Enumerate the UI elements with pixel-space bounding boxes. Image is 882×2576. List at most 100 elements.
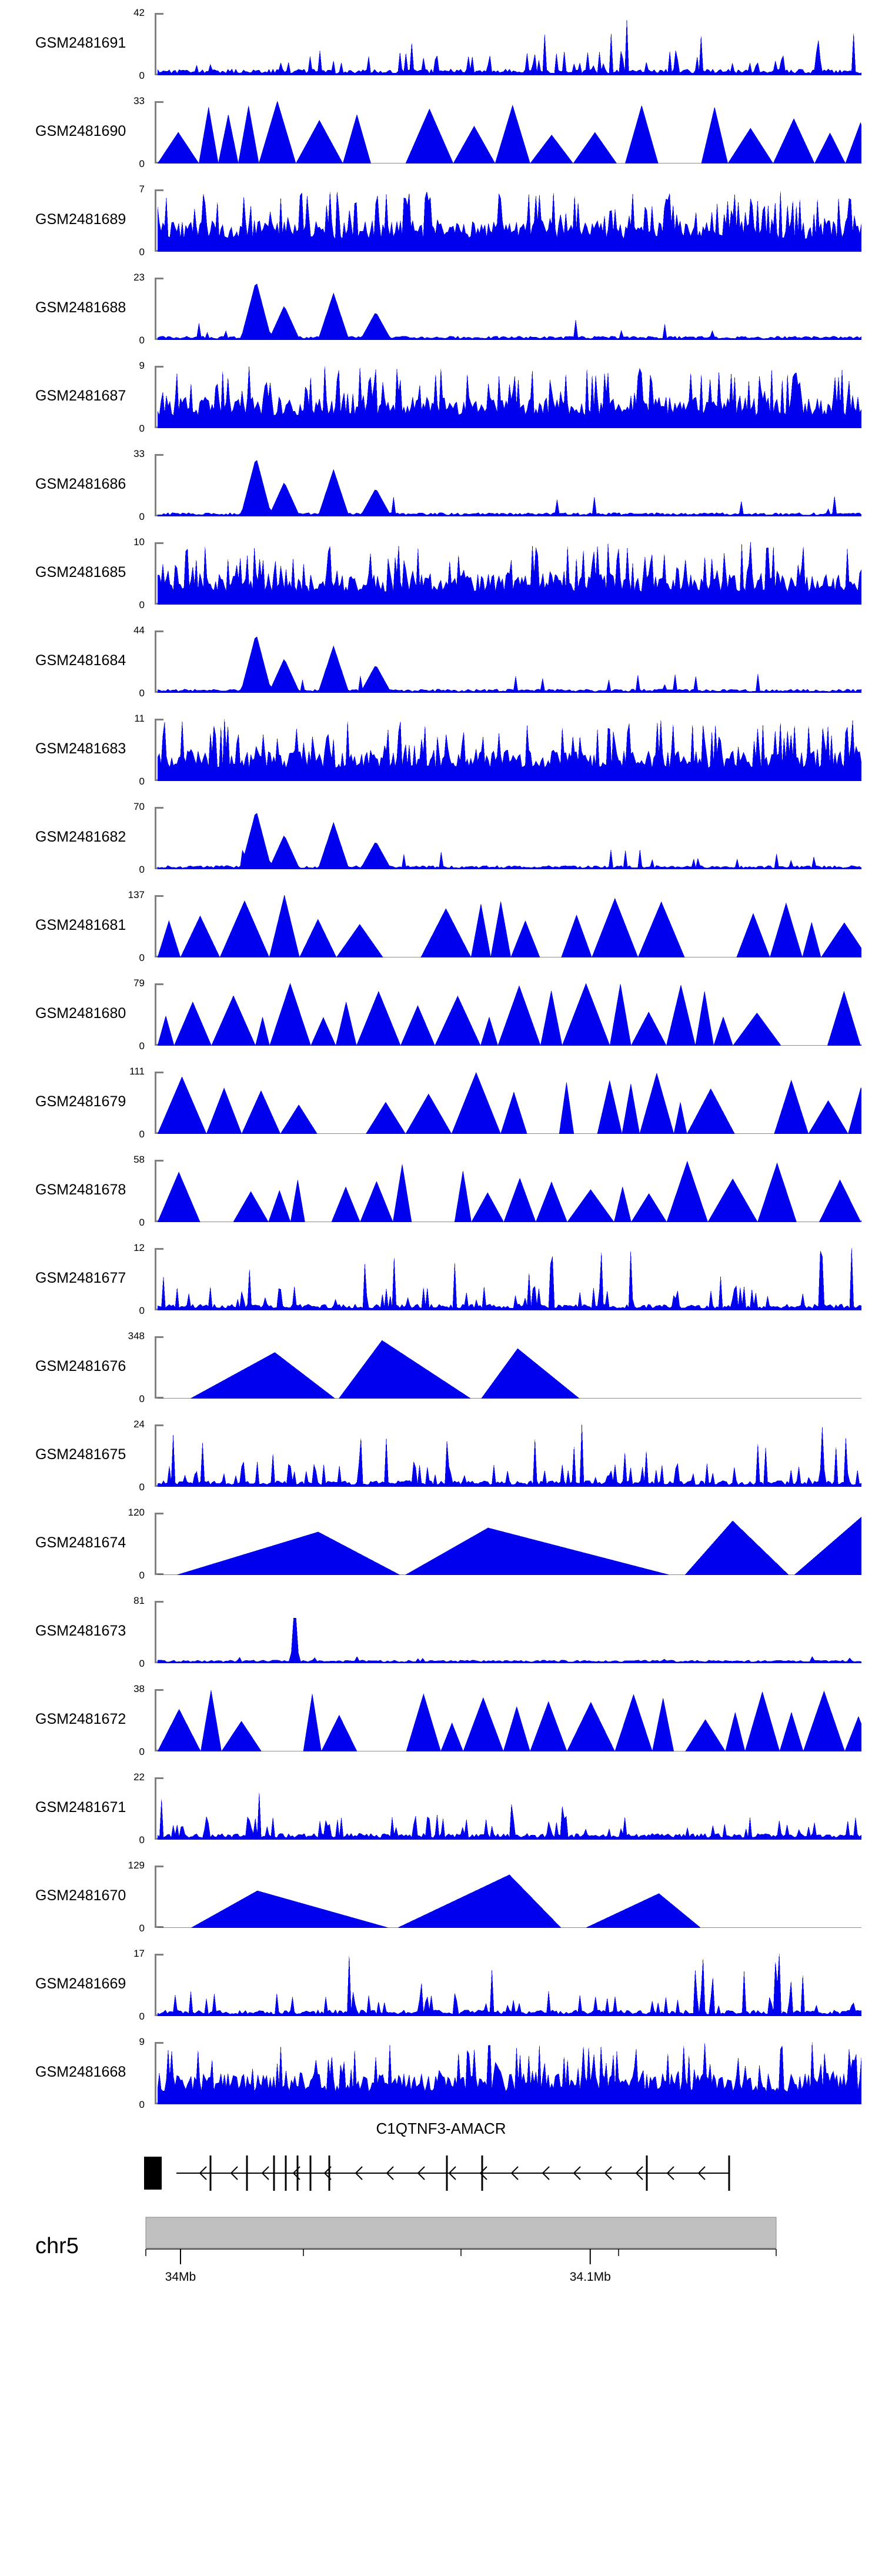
y-axis-min-value: 0: [139, 688, 145, 699]
coverage-track[interactable]: GSM2481680 79 0: [0, 970, 882, 1059]
coverage-plot[interactable]: [158, 1424, 861, 1487]
y-axis-tick-min: [155, 1397, 163, 1399]
y-axis-max-value: 24: [133, 1419, 145, 1430]
coverage-track[interactable]: GSM2481682 70 0: [0, 794, 882, 882]
coverage-track[interactable]: GSM2481669 17 0: [0, 1941, 882, 2029]
coverage-track[interactable]: GSM2481677 12 0: [0, 1235, 882, 1323]
y-axis-line: [155, 1777, 156, 1840]
y-axis-line: [155, 1248, 156, 1310]
y-axis-tick-max: [155, 1689, 163, 1691]
coverage-plot[interactable]: [158, 1689, 861, 1751]
y-axis-min-value: 0: [139, 1746, 145, 1757]
y-axis-max-value: 137: [128, 889, 145, 900]
coverage-plot[interactable]: [158, 630, 861, 693]
coverage-track[interactable]: GSM2481686 33 0: [0, 441, 882, 529]
coverage-track[interactable]: GSM2481683 11 0: [0, 706, 882, 794]
coverage-track[interactable]: GSM2481681 137 0: [0, 882, 882, 970]
y-axis-min-value: 0: [139, 70, 145, 81]
coverage-plot[interactable]: [158, 895, 861, 957]
y-axis-tick-max: [155, 630, 163, 632]
coverage-plot[interactable]: [158, 1513, 861, 1575]
coverage-plot[interactable]: [158, 1160, 861, 1222]
coverage-plot[interactable]: [158, 807, 861, 869]
y-axis-tick-max: [155, 895, 163, 897]
gene-model-graphic[interactable]: [0, 2117, 882, 2205]
track-y-axis: 42 0: [133, 8, 163, 81]
coverage-plot[interactable]: [158, 1072, 861, 1134]
y-axis-line: [155, 1424, 156, 1487]
coverage-track[interactable]: GSM2481691 42 0: [0, 0, 882, 88]
coverage-plot[interactable]: [158, 1336, 861, 1399]
coverage-plot[interactable]: [158, 1777, 861, 1840]
y-axis-line: [155, 454, 156, 516]
coverage-track[interactable]: GSM2481675 24 0: [0, 1412, 882, 1500]
y-axis-tick-max: [155, 1601, 163, 1603]
coverage-track[interactable]: GSM2481690 33 0: [0, 88, 882, 176]
y-axis-tick-max: [155, 1513, 163, 1514]
coverage-track[interactable]: GSM2481687 9 0: [0, 353, 882, 441]
chromosome-ideogram-graphic[interactable]: 34Mb 34.1Mb: [0, 2205, 882, 2311]
y-axis-min-value: 0: [139, 1658, 145, 1669]
track-y-axis: 38 0: [133, 1684, 163, 1757]
coverage-plot[interactable]: [158, 189, 861, 252]
y-axis-tick-max: [155, 366, 163, 368]
track-sample-label: GSM2481682: [35, 829, 126, 845]
y-axis-max-value: 111: [129, 1066, 145, 1077]
coverage-track[interactable]: GSM2481671 22 0: [0, 1764, 882, 1853]
coverage-track[interactable]: GSM2481674 120 0: [0, 1500, 882, 1588]
y-axis-min-value: 0: [139, 423, 145, 434]
coverage-track[interactable]: GSM2481689 7 0: [0, 176, 882, 265]
coverage-track[interactable]: GSM2481685 10 0: [0, 529, 882, 618]
y-axis-max-value: 44: [133, 625, 145, 636]
y-axis-tick-max: [155, 542, 163, 544]
track-sample-label: GSM2481689: [35, 211, 126, 228]
coverage-plot[interactable]: [158, 2042, 861, 2104]
coverage-track[interactable]: GSM2481684 44 0: [0, 618, 882, 706]
coverage-plot[interactable]: [158, 719, 861, 781]
track-sample-label: GSM2481679: [35, 1093, 126, 1110]
coverage-plot[interactable]: [158, 542, 861, 605]
track-sample-label: GSM2481674: [35, 1534, 126, 1551]
track-y-axis: 79 0: [133, 978, 163, 1051]
y-axis-min-value: 0: [139, 1305, 145, 1316]
coverage-plot[interactable]: [158, 278, 861, 340]
track-sample-label: GSM2481685: [35, 564, 126, 580]
y-axis-tick-max: [155, 719, 163, 720]
y-axis-min-value: 0: [139, 1570, 145, 1581]
coverage-tracks-container: GSM2481691 42 0 GSM2481690 33 0 GSM2481689 7 0 GS…: [0, 0, 882, 2117]
y-axis-max-value: 10: [133, 536, 145, 548]
y-axis-max-value: 81: [133, 1595, 145, 1606]
y-axis-min-value: 0: [139, 158, 145, 169]
coverage-plot[interactable]: [158, 454, 861, 516]
chromosome-row: chr5 34Mb 34.1Mb: [0, 2205, 882, 2311]
coverage-plot[interactable]: [158, 366, 861, 428]
coverage-track[interactable]: GSM2481672 38 0: [0, 1676, 882, 1764]
track-y-axis: 81 0: [133, 1596, 163, 1669]
y-axis-line: [155, 1601, 156, 1663]
coverage-track[interactable]: GSM2481670 129 0: [0, 1853, 882, 1941]
coverage-plot[interactable]: [158, 101, 861, 163]
coverage-plot[interactable]: [158, 1866, 861, 1928]
coverage-plot[interactable]: [158, 1601, 861, 1663]
coverage-track[interactable]: GSM2481673 81 0: [0, 1588, 882, 1676]
y-axis-line: [155, 542, 156, 605]
coverage-track[interactable]: GSM2481679 111 0: [0, 1059, 882, 1147]
coverage-plot[interactable]: [158, 1248, 861, 1310]
coverage-plot[interactable]: [158, 13, 861, 75]
y-axis-max-value: 348: [128, 1330, 145, 1342]
y-axis-tick-max: [155, 983, 163, 985]
coverage-plot[interactable]: [158, 1954, 861, 2016]
coverage-track[interactable]: GSM2481678 58 0: [0, 1147, 882, 1235]
y-axis-max-value: 79: [133, 977, 145, 989]
track-sample-label: GSM2481671: [35, 1799, 126, 1816]
coverage-track[interactable]: GSM2481688 23 0: [0, 265, 882, 353]
track-sample-label: GSM2481688: [35, 299, 126, 316]
coverage-track[interactable]: GSM2481676 348 0: [0, 1323, 882, 1412]
track-y-axis: 33 0: [133, 449, 163, 522]
coverage-plot[interactable]: [158, 983, 861, 1046]
axis-tick-label: 34.1Mb: [570, 2270, 611, 2284]
y-axis-line: [155, 807, 156, 869]
track-sample-label: GSM2481680: [35, 1005, 126, 1022]
coverage-track[interactable]: GSM2481668 9 0: [0, 2029, 882, 2117]
